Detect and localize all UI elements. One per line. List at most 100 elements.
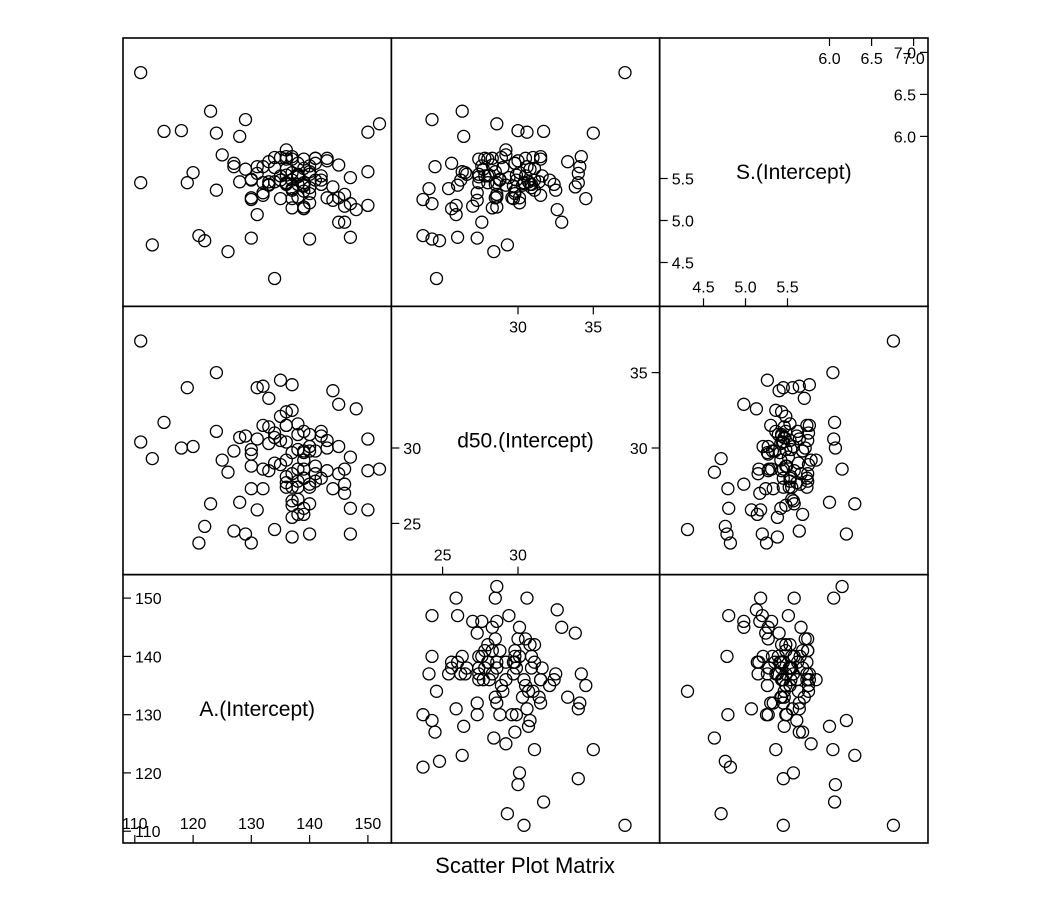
data-point [533,696,548,710]
data-point [180,176,194,190]
data-point [520,125,534,139]
data-point [822,719,837,733]
data-point [749,402,764,416]
variable-label: S.(Intercept) [736,161,852,184]
data-point [455,104,469,118]
data-point [343,230,358,244]
variable-label: A.(Intercept) [199,698,315,721]
data-point [485,151,499,165]
data-point [490,176,504,190]
data-point [723,536,738,550]
data-point [332,158,346,172]
tick-label: 120 [180,816,207,833]
data-point [256,188,270,202]
data-point [721,482,735,496]
data-point [790,424,805,439]
tick-label: 110 [135,824,161,841]
data-point [476,673,490,687]
tick-label: 6.0 [818,51,840,68]
data-point [511,777,525,792]
data-point [267,271,282,286]
data-point [279,418,293,433]
data-point [776,435,790,449]
data-point [297,462,311,476]
data-point [779,638,793,652]
data-point [755,527,769,541]
data-point [527,161,542,176]
data-point [429,684,444,698]
data-point [449,207,463,222]
data-point [527,183,542,197]
data-point [470,708,484,722]
data-point [550,603,564,617]
data-point [571,772,585,786]
data-point [839,527,854,541]
data-point [337,215,352,229]
data-point [761,632,775,646]
data-point [372,117,387,131]
data-point [145,238,159,252]
data-point [744,503,759,517]
data-point [326,384,340,398]
data-point [425,713,439,728]
data-point [488,177,502,192]
data-point [432,234,447,248]
data-point [472,170,486,184]
data-point [759,482,773,496]
tick-label: 130 [238,816,265,833]
data-point [488,632,502,646]
data-point [555,620,569,634]
data-point [449,702,463,716]
data-point [279,476,293,490]
data-point [801,678,816,693]
data-point [285,510,299,525]
tick-label: 140 [296,816,323,833]
data-point [134,176,148,190]
data-point [707,731,722,745]
data-point [432,754,447,768]
data-point [509,708,524,722]
data-point [488,591,502,605]
data-point [769,742,783,757]
data-point [256,418,270,433]
data-point [759,536,774,550]
data-point [428,160,442,174]
data-point [470,193,484,207]
data-point [515,690,530,704]
data-point [828,441,843,455]
data-point [523,713,537,728]
data-point [532,690,546,704]
data-point [279,480,293,494]
data-point [826,365,840,380]
data-point [517,818,531,832]
data-point [777,420,791,434]
data-point [285,378,299,392]
data-point [487,244,501,259]
data-point [722,501,736,515]
data-point [800,418,814,433]
data-point [618,818,632,832]
data-point [361,432,375,446]
data-point [470,626,484,640]
data-point [337,486,352,500]
data-point [267,522,282,537]
data-point [485,643,499,658]
tick-label: 4.5 [672,256,694,273]
points-layer [134,65,901,832]
data-point [285,403,299,417]
data-point [320,441,334,455]
data-point [505,191,519,205]
data-point [493,708,507,722]
data-point [720,649,734,664]
data-point [561,690,575,704]
data-point [320,151,334,165]
data-point [203,104,218,118]
data-point [827,415,842,430]
tick-label: 110 [122,816,148,833]
data-point [494,678,509,693]
data-point [571,702,585,716]
data-point [786,494,801,508]
data-point [209,424,224,439]
data-point [774,464,789,478]
